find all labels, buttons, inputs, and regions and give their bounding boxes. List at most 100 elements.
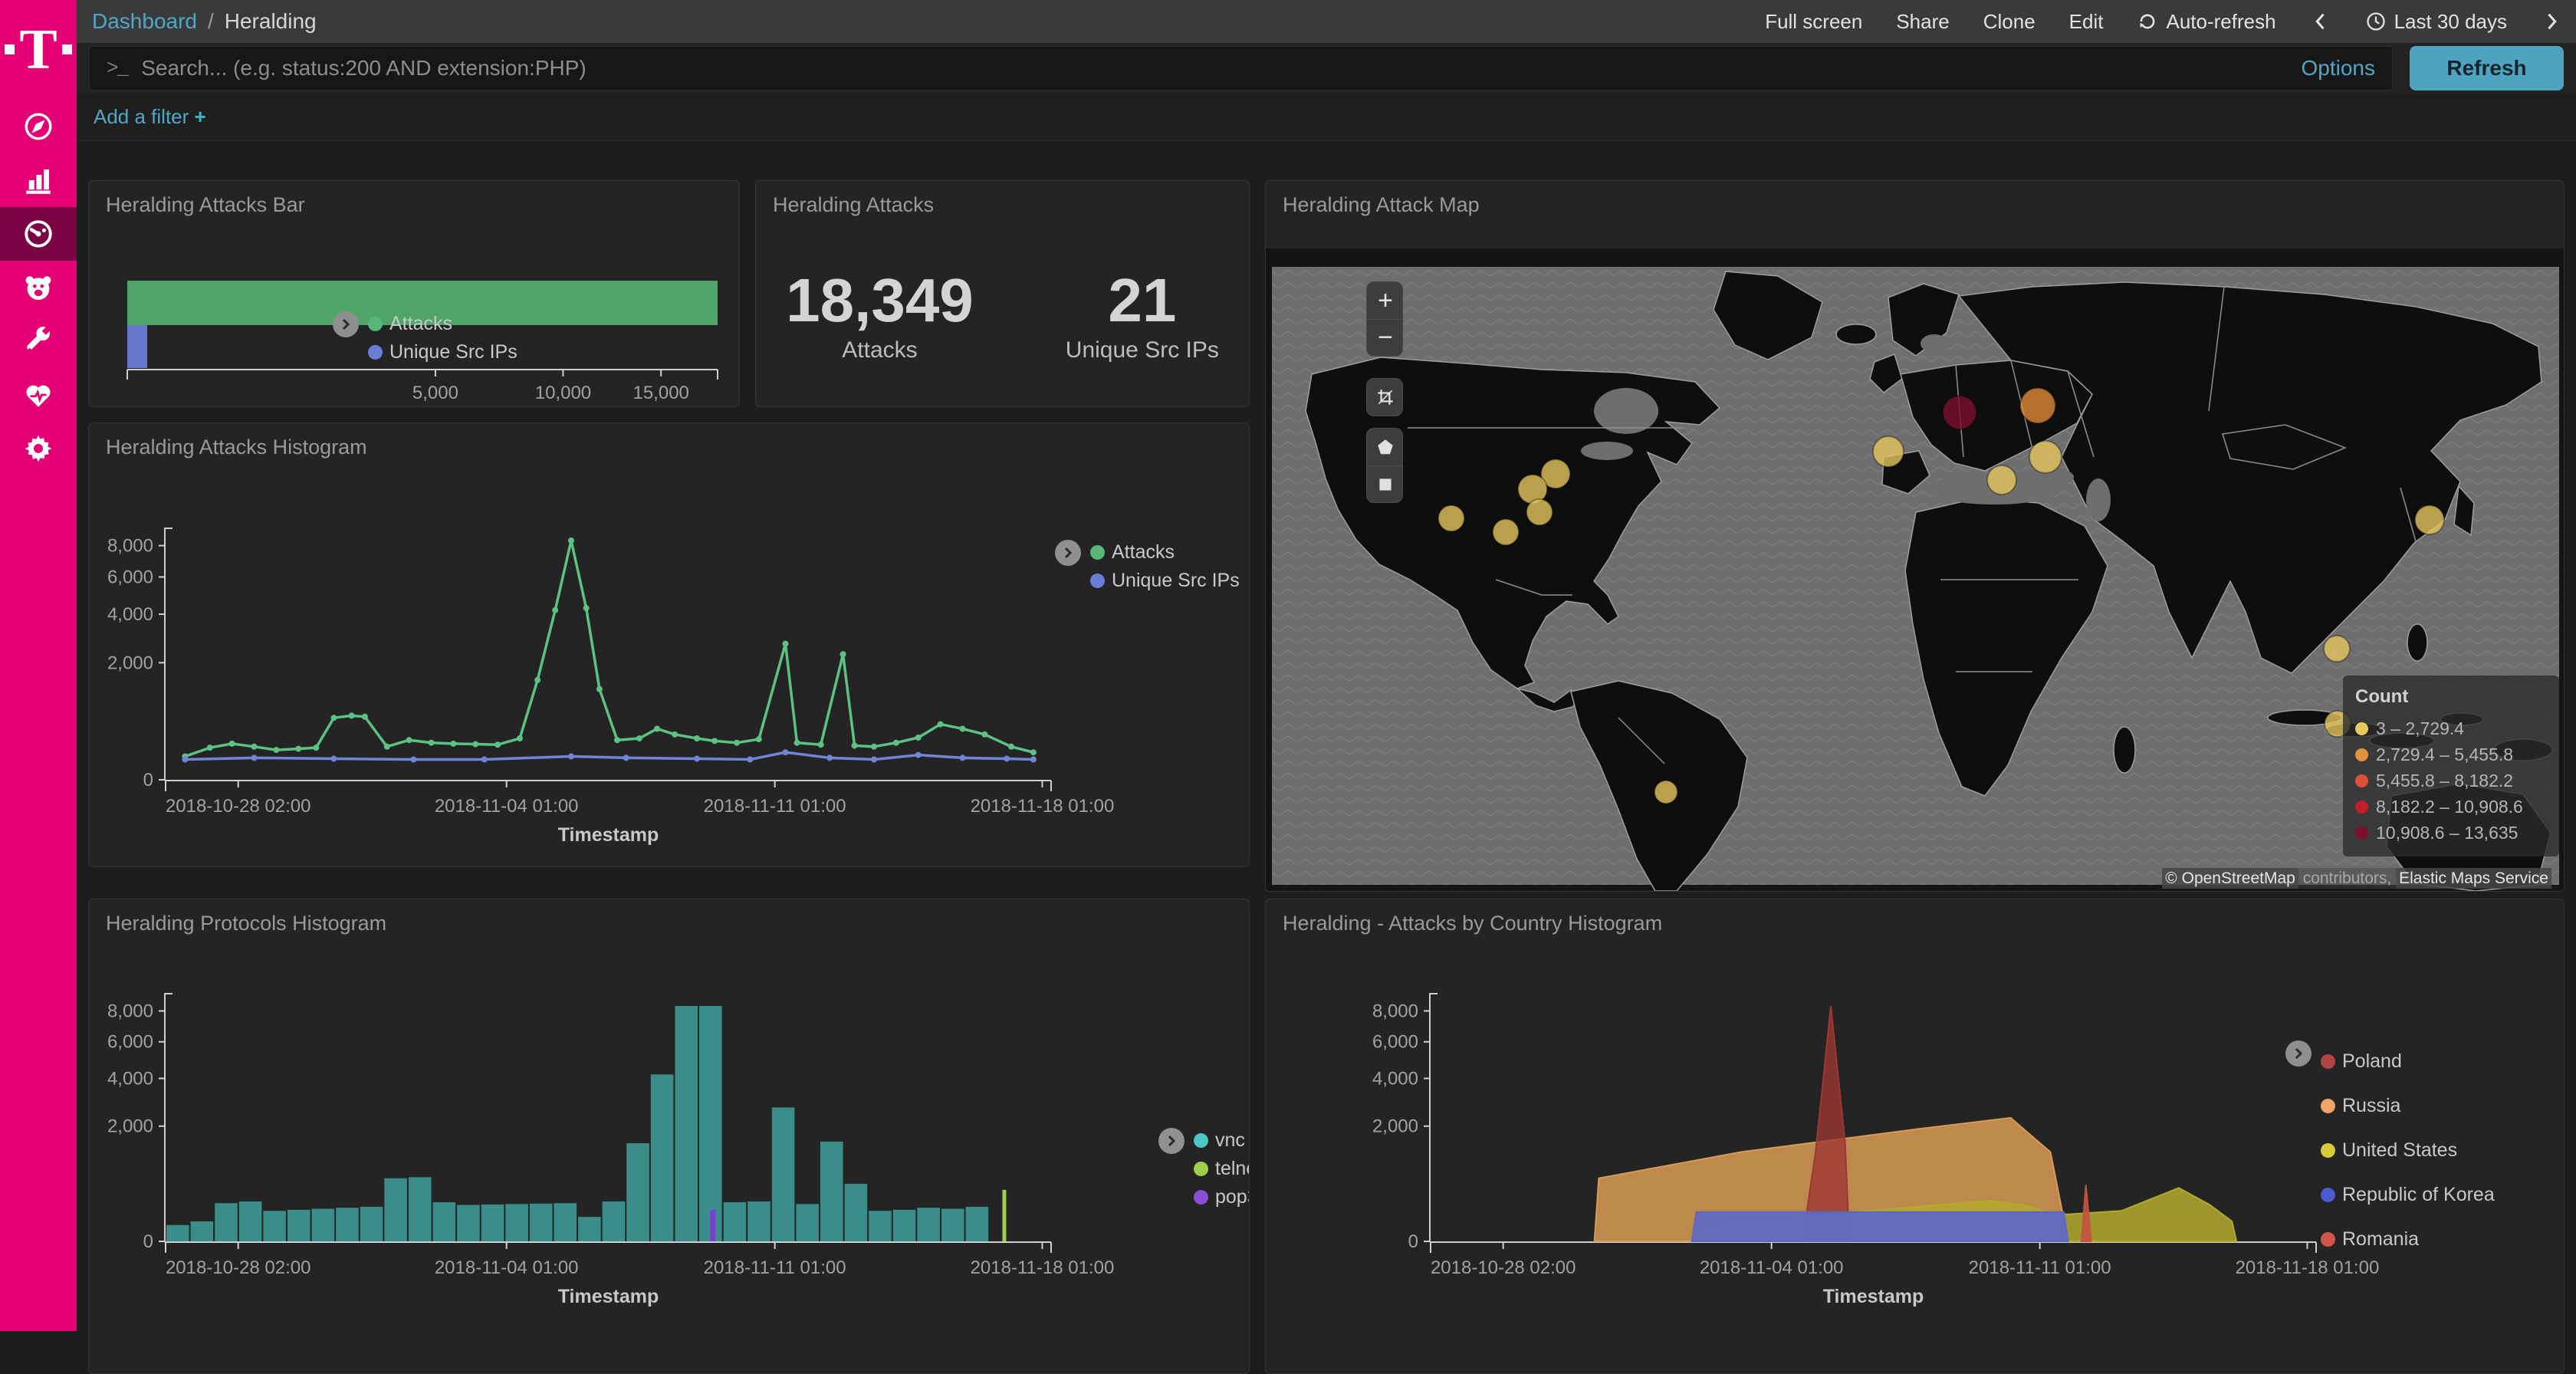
gear-icon xyxy=(22,432,54,465)
legend-item[interactable]: Attacks xyxy=(1090,538,1240,567)
map-legend: Count 3 – 2,729.42,729.4 – 5,455.85,455.… xyxy=(2343,675,2559,856)
svg-text:8,000: 8,000 xyxy=(1372,1001,1418,1021)
map-draw-controls xyxy=(1366,428,1403,503)
legend-item[interactable]: Romania xyxy=(2321,1217,2495,1261)
panel-title[interactable]: Heralding - Attacks by Country Histogram xyxy=(1283,912,1662,935)
panel-title[interactable]: Heralding Attack Map xyxy=(1283,193,1480,217)
map-attribution: © OpenStreetMap contributors, Elastic Ma… xyxy=(2162,869,2551,888)
sidebar-item-tpot[interactable] xyxy=(0,261,77,314)
map-legend-item[interactable]: 8,182.2 – 10,908.6 xyxy=(2355,794,2547,820)
map-legend-item[interactable]: 5,455.8 – 8,182.2 xyxy=(2355,768,2547,794)
chart-legend: Poland Russia United States Republic of Kor… xyxy=(2285,1039,2495,1261)
sidebar-item-monitoring[interactable] xyxy=(0,368,77,422)
legend-toggle-chevron-icon[interactable] xyxy=(333,311,359,337)
legend-label: 10,908.6 – 13,635 xyxy=(2376,823,2518,843)
telekom-logo[interactable]: T xyxy=(0,0,77,100)
legend-item[interactable]: Unique Src IPs xyxy=(1090,567,1240,595)
legend-dot-icon xyxy=(2321,1054,2335,1069)
legend-item[interactable]: telnet xyxy=(1194,1155,1250,1183)
draw-rectangle-button[interactable] xyxy=(1367,465,1403,502)
svg-text:Timestamp: Timestamp xyxy=(1823,1286,1924,1307)
crop-icon xyxy=(1375,387,1395,407)
openstreetmap-link[interactable]: © OpenStreetMap xyxy=(2162,868,2298,889)
zoom-in-button[interactable]: + xyxy=(1367,282,1403,319)
options-link[interactable]: Options xyxy=(2302,56,2376,81)
legend-dot-icon xyxy=(1090,545,1105,560)
top-nav: Dashboard / Heralding Full screen Share … xyxy=(77,0,2576,43)
search-input[interactable] xyxy=(141,56,2287,81)
full-screen-button[interactable]: Full screen xyxy=(1765,10,1862,34)
refresh-button[interactable]: Refresh xyxy=(2410,46,2564,90)
chevron-left-icon xyxy=(2310,11,2331,32)
legend-item[interactable]: Poland xyxy=(2321,1039,2495,1083)
search-box: >_ Options xyxy=(89,46,2393,90)
time-forward-button[interactable] xyxy=(2541,11,2562,32)
legend-item[interactable]: United States xyxy=(2321,1128,2495,1172)
svg-text:0: 0 xyxy=(143,770,153,791)
legend-label: Unique Src IPs xyxy=(389,341,518,363)
legend-dot-icon xyxy=(368,317,383,331)
sidebar-item-discover[interactable] xyxy=(0,100,77,153)
legend-toggle-chevron-icon[interactable] xyxy=(2285,1040,2312,1067)
svg-text:6,000: 6,000 xyxy=(107,1032,153,1053)
svg-text:2,000: 2,000 xyxy=(107,652,153,673)
legend-item[interactable]: Russia xyxy=(2321,1083,2495,1128)
filter-bar: Add a filter + xyxy=(77,94,2576,141)
svg-text:2018-10-28 02:00: 2018-10-28 02:00 xyxy=(166,796,311,817)
auto-refresh-button[interactable]: Auto-refresh xyxy=(2137,10,2275,34)
map-legend-item[interactable]: 2,729.4 – 5,455.8 xyxy=(2355,741,2547,768)
breadcrumb-dashboard[interactable]: Dashboard xyxy=(92,9,197,34)
svg-text:15,000: 15,000 xyxy=(632,383,688,403)
legend-label: pop3 xyxy=(1215,1186,1250,1208)
attacks-histogram-chart: 02,0004,0006,0008,0002018-10-28 02:00201… xyxy=(89,423,1249,866)
legend-toggle-chevron-icon[interactable] xyxy=(1055,540,1081,566)
zoom-out-button[interactable]: − xyxy=(1367,319,1403,356)
nav-actions: Full screen Share Clone Edit Auto-refres… xyxy=(1765,10,2562,34)
sidebar-item-dashboard[interactable] xyxy=(0,207,77,261)
svg-text:8,000: 8,000 xyxy=(107,536,153,557)
fit-bounds-button[interactable] xyxy=(1367,379,1403,416)
sidebar-item-devtools[interactable] xyxy=(0,314,77,368)
edit-button[interactable]: Edit xyxy=(2069,10,2104,34)
breadcrumb: Dashboard / Heralding xyxy=(92,9,317,34)
metric-label: Attacks xyxy=(786,337,974,363)
map-legend-item[interactable]: 3 – 2,729.4 xyxy=(2355,715,2547,741)
svg-text:0: 0 xyxy=(1408,1231,1418,1252)
time-back-button[interactable] xyxy=(2310,11,2331,32)
panel-title[interactable]: Heralding Protocols Histogram xyxy=(106,912,386,935)
svg-text:4,000: 4,000 xyxy=(107,1069,153,1090)
bear-icon xyxy=(22,271,54,304)
legend-label: United States xyxy=(2342,1139,2457,1162)
panel-title[interactable]: Heralding Attacks Histogram xyxy=(106,436,367,459)
legend-dot-icon xyxy=(2355,800,2368,814)
legend-item[interactable]: Attacks xyxy=(368,310,518,338)
legend-label: telnet xyxy=(1215,1158,1250,1180)
legend-item[interactable]: pop3 xyxy=(1194,1183,1250,1211)
panel-title[interactable]: Heralding Attacks Bar xyxy=(106,193,305,217)
svg-text:8,000: 8,000 xyxy=(107,1001,153,1021)
legend-dot-icon xyxy=(368,345,383,360)
draw-polygon-button[interactable] xyxy=(1367,429,1403,465)
time-range-button[interactable]: Last 30 days xyxy=(2365,10,2507,34)
sidebar-item-visualize[interactable] xyxy=(0,153,77,207)
sidebar-item-management[interactable] xyxy=(0,422,77,475)
legend-item[interactable]: Republic of Korea xyxy=(2321,1172,2495,1217)
svg-text:2018-11-04 01:00: 2018-11-04 01:00 xyxy=(435,1257,579,1278)
legend-label: Russia xyxy=(2342,1095,2400,1117)
legend-toggle-chevron-icon[interactable] xyxy=(1158,1128,1184,1154)
plus-icon: + xyxy=(195,105,206,128)
legend-item[interactable]: vnc xyxy=(1194,1126,1250,1155)
breadcrumb-current: Heralding xyxy=(225,9,317,34)
map-legend-item[interactable]: 10,908.6 – 13,635 xyxy=(2355,820,2547,846)
elastic-maps-link[interactable]: Elastic Maps Service xyxy=(2396,868,2551,889)
map-fit-control xyxy=(1366,378,1403,416)
add-filter-link[interactable]: Add a filter + xyxy=(94,105,206,129)
share-button[interactable]: Share xyxy=(1896,10,1949,34)
clone-button[interactable]: Clone xyxy=(1983,10,2036,34)
panel-title[interactable]: Heralding Attacks xyxy=(773,193,934,217)
svg-text:2018-11-04 01:00: 2018-11-04 01:00 xyxy=(1700,1257,1844,1278)
panel-attacks-histogram: Heralding Attacks Histogram 02,0004,0006… xyxy=(88,422,1250,867)
chart-legend: vnc telnet pop3 xyxy=(1158,1126,1250,1211)
legend-item[interactable]: Unique Src IPs xyxy=(368,338,518,367)
metric-value: 18,349 xyxy=(786,270,974,331)
